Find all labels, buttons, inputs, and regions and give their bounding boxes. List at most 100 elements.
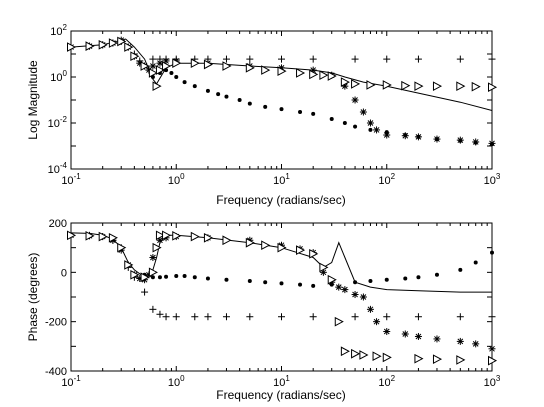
phase-point-plus <box>278 313 285 321</box>
magnitude-point-asterisk <box>383 131 391 139</box>
magnitude-point-triangle <box>340 77 350 87</box>
magnitude-point-triangle <box>277 66 287 76</box>
phase-point-dot <box>458 267 463 272</box>
magnitude-xtick-label: 10-1 <box>61 172 81 187</box>
magnitude-point-triangle <box>155 65 166 75</box>
magnitude-point-plus <box>278 55 285 63</box>
magnitude-point-plus <box>309 55 317 63</box>
phase-point-dot <box>157 275 162 280</box>
phase-point-triangle <box>85 230 95 241</box>
phase-point-dot <box>150 275 155 280</box>
magnitude-xtick-label: 102 <box>378 172 395 187</box>
phase-point-asterisk <box>472 340 480 348</box>
magnitude-point-triangle <box>85 41 95 51</box>
phase-point-asterisk <box>401 330 409 338</box>
phase-point-triangle <box>296 245 306 255</box>
magnitude-point-plus <box>149 55 157 63</box>
phase-point-asterisk <box>488 345 496 353</box>
phase-point-dot <box>473 260 478 265</box>
magnitude-point-triangle <box>190 58 200 68</box>
magnitude-point-dot <box>224 94 229 99</box>
magnitude-point-triangle <box>471 81 481 92</box>
phase-point-plus <box>351 313 359 321</box>
phase-point-dot <box>192 275 197 280</box>
phase-point-dot <box>247 278 252 283</box>
phase-point-triangle <box>67 230 77 241</box>
magnitude-point-dot <box>368 127 373 132</box>
magnitude-xlabel: Frequency (radians/sec) <box>216 193 345 207</box>
magnitude-point-plus <box>246 55 254 63</box>
magnitude-point-triangle <box>162 61 172 71</box>
phase-point-triangle <box>261 240 271 251</box>
magnitude-point-triangle <box>203 59 213 70</box>
magnitude-point-triangle <box>401 80 411 91</box>
phase-point-triangle <box>319 262 329 273</box>
magnitude-point-triangle <box>67 42 77 52</box>
phase-point-triangle <box>488 355 498 366</box>
phase-point-dot <box>368 278 373 283</box>
magnitude-point-triangle <box>98 40 108 50</box>
magnitude-ytick-label: 100 <box>50 69 67 84</box>
magnitude-series <box>67 36 498 147</box>
phase-point-asterisk <box>351 291 359 299</box>
phase-series <box>67 230 498 366</box>
phase-point-plus <box>222 313 230 321</box>
phase-point-plus <box>456 313 464 321</box>
phase-point-plus <box>414 313 422 321</box>
phase-point-triangle <box>327 274 337 285</box>
magnitude-point-dot <box>182 80 187 85</box>
magnitude-point-dot <box>403 133 408 138</box>
phase-point-dot <box>434 272 439 277</box>
phase-point-triangle <box>372 351 382 362</box>
phase-point-dot <box>279 281 284 286</box>
phase-point-triangle <box>130 269 140 280</box>
magnitude-point-dot <box>416 134 421 139</box>
magnitude-point-asterisk <box>351 96 359 104</box>
magnitude-point-triangle <box>222 61 232 71</box>
magnitude-point-asterisk <box>149 62 157 70</box>
phase-point-dot <box>384 277 389 282</box>
phase-point-asterisk <box>373 318 381 326</box>
magnitude-point-triangle <box>351 79 361 89</box>
phase-point-dot <box>353 280 358 285</box>
magnitude-point-dot <box>473 140 478 145</box>
phase-point-dot <box>490 250 494 255</box>
phase-xtick-label: 10-1 <box>61 374 81 389</box>
phase-point-triangle <box>334 316 344 327</box>
phase-point-plus <box>172 313 180 321</box>
phase-point-dot <box>311 283 316 288</box>
magnitude-point-dot <box>490 142 494 147</box>
phase-point-plus <box>309 313 317 321</box>
phase-xtick-label: 100 <box>168 374 185 389</box>
magnitude-point-dot <box>384 130 389 135</box>
phase-point-triangle <box>340 346 350 357</box>
phase-xtick-label: 101 <box>273 374 290 389</box>
phase-point-plus <box>141 288 149 296</box>
magnitude-point-dot <box>329 116 334 121</box>
phase-point-triangle <box>98 231 108 242</box>
magnitude-point-dot <box>192 84 197 89</box>
phase-xtick-label: 103 <box>484 374 501 389</box>
phase-point-asterisk <box>335 283 343 291</box>
magnitude-point-triangle <box>327 71 337 81</box>
magnitude-ytick-label: 10-2 <box>48 115 68 130</box>
phase-point-dot <box>263 280 268 285</box>
phase-ytick-label: -200 <box>45 317 67 329</box>
phase-point-plus <box>191 313 199 321</box>
phase-point-plus <box>383 313 391 321</box>
phase-point-dot <box>298 282 303 287</box>
phase-xtick-label: 102 <box>378 374 395 389</box>
phase-point-triangle <box>140 272 150 283</box>
magnitude-xtick-label: 101 <box>273 172 290 187</box>
phase-point-asterisk <box>341 286 349 294</box>
phase-point-plus <box>246 313 254 321</box>
phase-point-triangle <box>124 260 134 270</box>
phase-ticks: 10-1 100 101 102 103 -400 -200 0 200 <box>45 218 501 389</box>
magnitude-point-dot <box>279 107 284 112</box>
phase-point-triangle <box>222 235 232 246</box>
phase-point-asterisk <box>359 293 367 301</box>
magnitude-point-triangle <box>245 63 255 73</box>
magnitude-point-triangle <box>117 36 127 47</box>
